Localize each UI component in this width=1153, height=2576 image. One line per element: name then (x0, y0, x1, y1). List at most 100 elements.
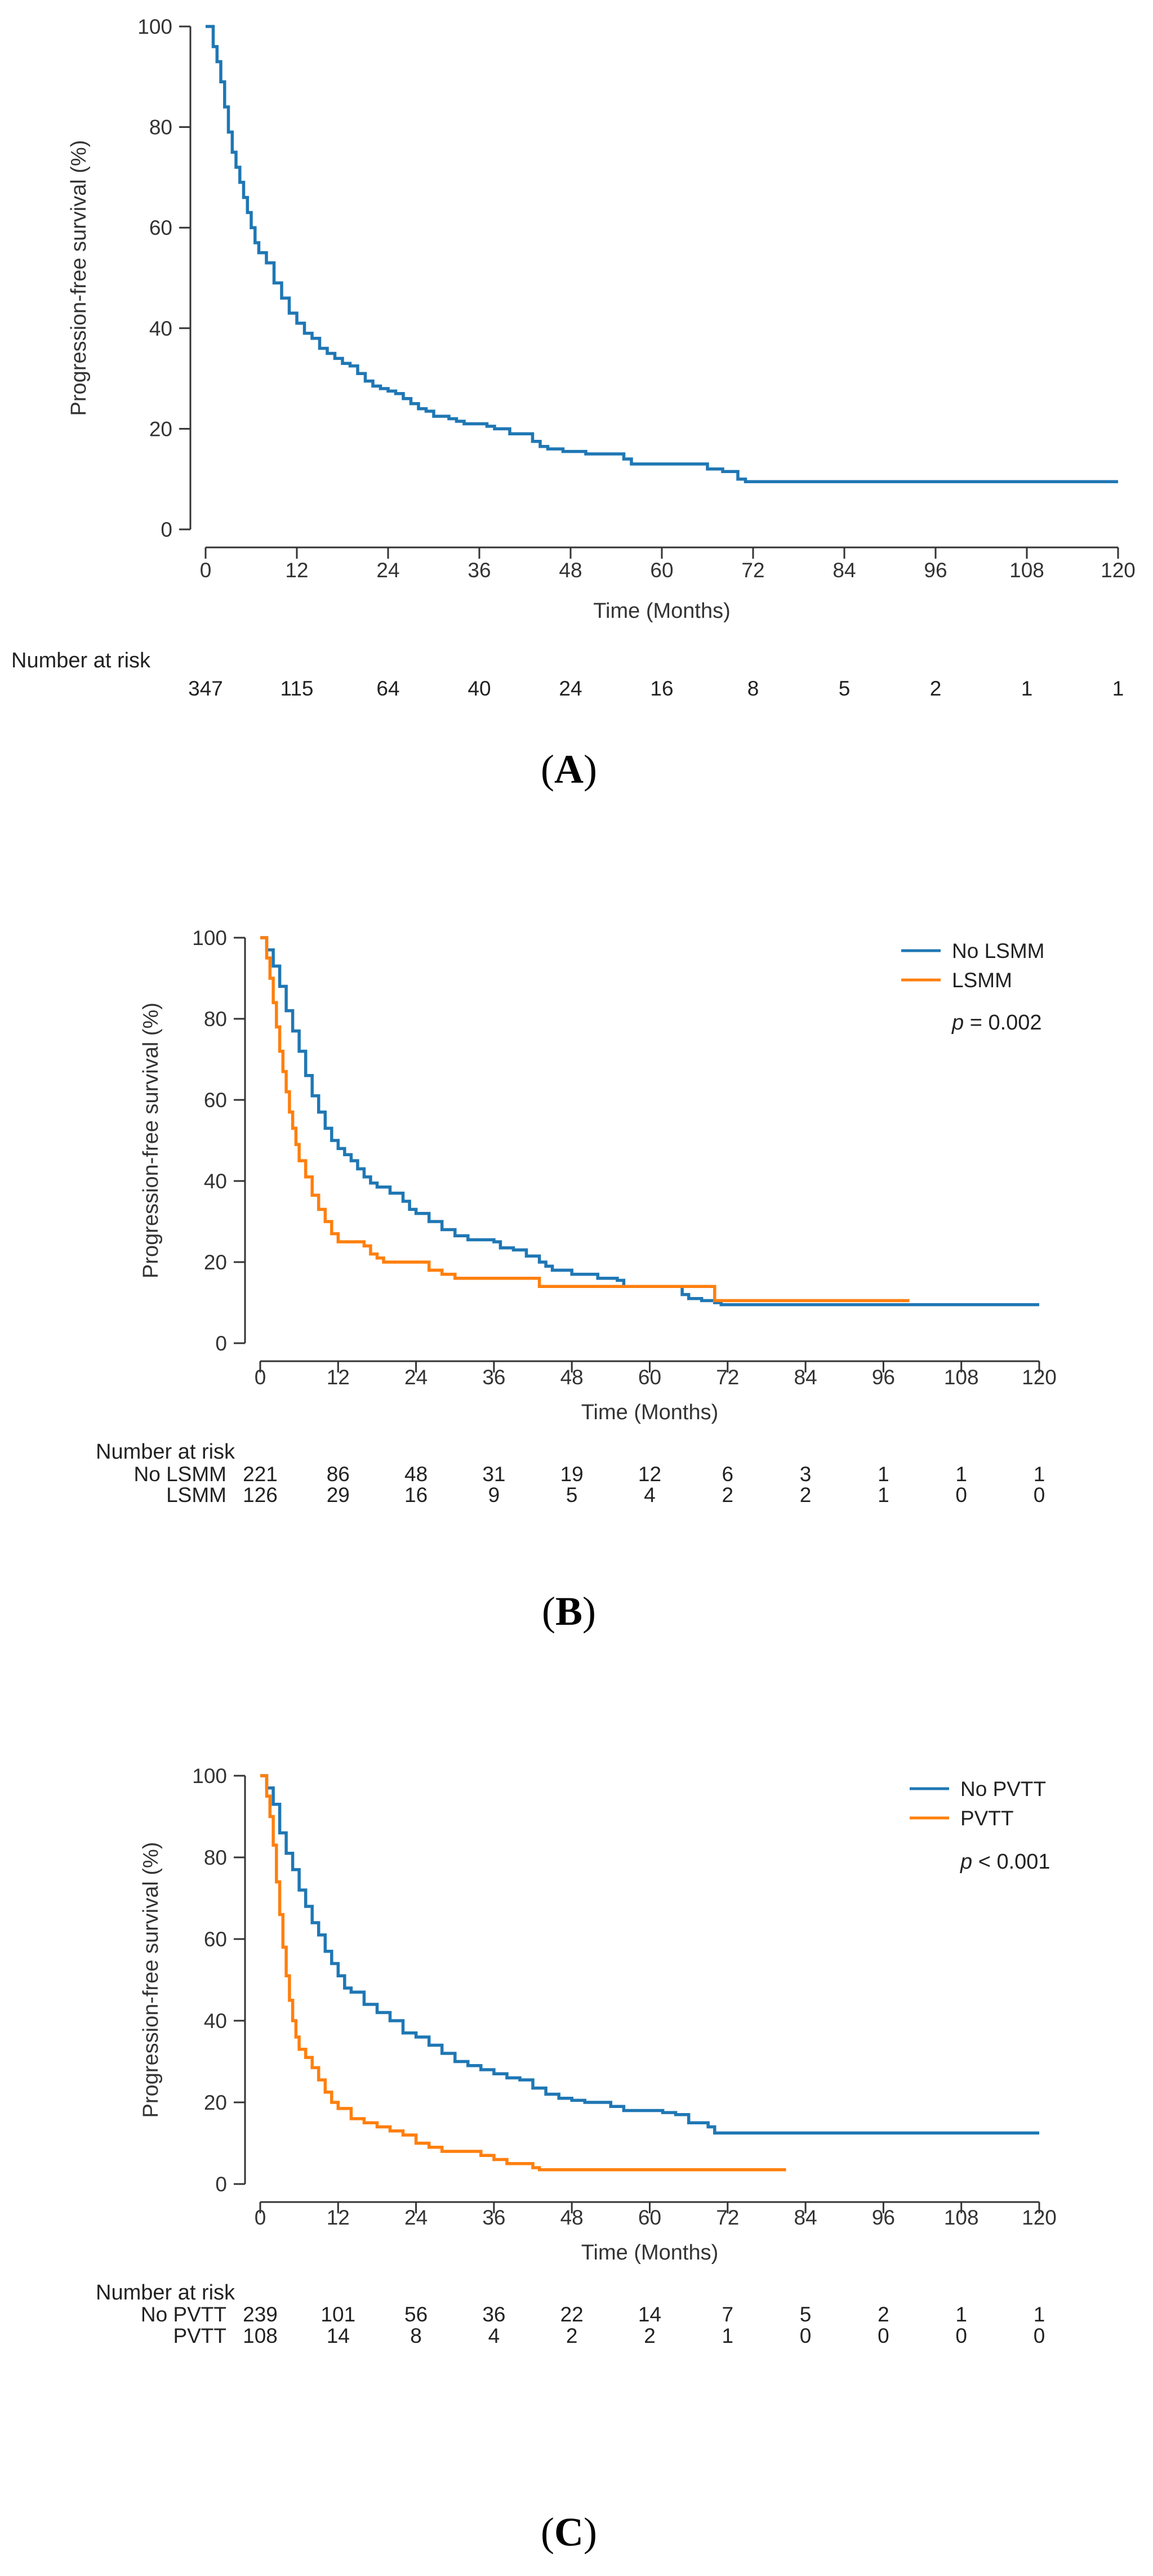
risk-count: 12 (638, 1463, 661, 1486)
x-tick-label: 48 (560, 1366, 584, 1389)
risk-count: 1 (878, 1463, 889, 1486)
risk-count: 4 (488, 2324, 500, 2347)
panel-label-close-paren: ) (582, 1589, 596, 1634)
risk-row-label: PVTT (173, 2324, 226, 2347)
x-tick-label: 24 (376, 559, 399, 582)
risk-count: 1 (1021, 677, 1033, 700)
panel-label-close-paren: ) (584, 2510, 597, 2555)
risk-count: 2 (722, 1483, 734, 1507)
risk-count: 108 (243, 2324, 278, 2347)
y-tick-label: 0 (215, 2173, 227, 2196)
risk-count: 2 (878, 2303, 889, 2326)
panel-label-open-paren: ( (542, 1589, 555, 1634)
risk-count: 2 (644, 2324, 656, 2347)
x-axis-title: Time (Months) (593, 599, 731, 623)
risk-count: 3 (800, 1463, 812, 1486)
legend-label: LSMM (952, 969, 1012, 992)
risk-count: 239 (243, 2303, 278, 2326)
km-curve-no-lsmm (260, 936, 1039, 1307)
x-tick-label: 60 (638, 2206, 661, 2229)
panel-label: (A) (541, 747, 597, 792)
x-tick-label: 36 (482, 2206, 505, 2229)
risk-table-title: Number at risk (11, 649, 151, 672)
risk-count: 36 (482, 2303, 505, 2326)
risk-count: 1 (1112, 677, 1124, 700)
risk-count: 9 (488, 1483, 500, 1507)
panel-label-close-paren: ) (584, 747, 597, 792)
km-curve-pvtt (260, 1774, 786, 2172)
risk-count: 14 (327, 2324, 350, 2347)
risk-count: 2 (566, 2324, 578, 2347)
p-value-annotation: p < 0.001 (960, 1850, 1050, 1874)
x-tick-label: 108 (944, 2206, 979, 2229)
km-panel-c: 0 12 24 36 48 60 72 84 96 108 120020406080100Time … (96, 1764, 1057, 2555)
y-tick-label: 100 (137, 15, 172, 38)
y-axis-title: Progression-free survival (%) (139, 1002, 163, 1278)
x-tick-label: 36 (482, 1366, 505, 1389)
risk-count: 5 (566, 1483, 578, 1507)
x-tick-label: 84 (794, 1366, 817, 1389)
p-value-symbol: p (951, 1011, 964, 1035)
risk-count: 2 (800, 1483, 812, 1507)
risk-count: 7 (722, 2303, 734, 2326)
x-tick-label: 120 (1022, 1366, 1057, 1389)
x-tick-label: 84 (833, 559, 856, 582)
x-tick-label: 120 (1101, 559, 1136, 582)
x-tick-label: 96 (872, 1366, 895, 1389)
x-tick-label: 0 (255, 2206, 266, 2229)
risk-count: 1 (955, 1463, 967, 1486)
legend-label: No LSMM (952, 939, 1044, 962)
risk-count: 16 (404, 1483, 428, 1507)
risk-count: 0 (955, 1483, 967, 1507)
risk-count: 1 (1034, 2303, 1045, 2326)
km-panel-a: 0 12 24 36 48 60 72 84 96 108 120020406080100Time … (11, 15, 1136, 792)
p-value-text: < 0.001 (972, 1850, 1050, 1874)
risk-count: 8 (747, 677, 759, 700)
x-tick-label: 12 (327, 1366, 350, 1389)
panel-label-open-paren: ( (541, 747, 554, 792)
risk-count: 347 (188, 677, 223, 700)
risk-count: 0 (1034, 2324, 1045, 2347)
risk-count: 1 (878, 1483, 889, 1507)
risk-count: 1 (1034, 1463, 1045, 1486)
risk-table-title: Number at risk (96, 1440, 235, 1464)
x-tick-label: 120 (1022, 2206, 1057, 2229)
x-tick-label: 96 (872, 2206, 895, 2229)
y-tick-label: 20 (149, 417, 172, 440)
risk-count: 5 (839, 677, 851, 700)
km-curve-no-pvtt (260, 1774, 1039, 2135)
y-axis-title: Progression-free survival (%) (139, 1842, 163, 2118)
y-tick-label: 40 (204, 2009, 227, 2033)
panel-label: (B) (542, 1589, 596, 1634)
x-tick-label: 72 (716, 1366, 739, 1389)
risk-count: 126 (243, 1483, 278, 1507)
risk-row-label: LSMM (166, 1483, 226, 1507)
panel-label-letter: B (555, 1589, 582, 1634)
risk-count: 48 (404, 1463, 428, 1486)
risk-count: 14 (638, 2303, 661, 2326)
km-curve-lsmm (260, 936, 910, 1303)
risk-count: 22 (560, 2303, 584, 2326)
risk-row-label: No PVTT (141, 2303, 226, 2326)
risk-count: 1 (722, 2324, 734, 2347)
x-tick-label: 24 (404, 2206, 428, 2229)
y-tick-label: 60 (204, 1089, 227, 1112)
risk-count: 5 (800, 2303, 812, 2326)
x-axis-title: Time (Months) (581, 1401, 719, 1424)
risk-count: 221 (243, 1463, 278, 1486)
legend-label: No PVTT (960, 1777, 1046, 1800)
x-tick-label: 12 (285, 559, 308, 582)
risk-count: 4 (644, 1483, 656, 1507)
risk-count: 101 (320, 2303, 355, 2326)
x-tick-label: 72 (741, 559, 764, 582)
risk-count: 2 (930, 677, 942, 700)
panel-label: (C) (541, 2510, 597, 2555)
risk-count: 0 (1034, 1483, 1045, 1507)
risk-count: 86 (327, 1463, 350, 1486)
risk-row-label: No LSMM (134, 1463, 226, 1486)
risk-count: 16 (650, 677, 673, 700)
y-tick-label: 80 (204, 1846, 227, 1869)
x-tick-label: 60 (650, 559, 673, 582)
y-tick-label: 0 (161, 518, 172, 541)
